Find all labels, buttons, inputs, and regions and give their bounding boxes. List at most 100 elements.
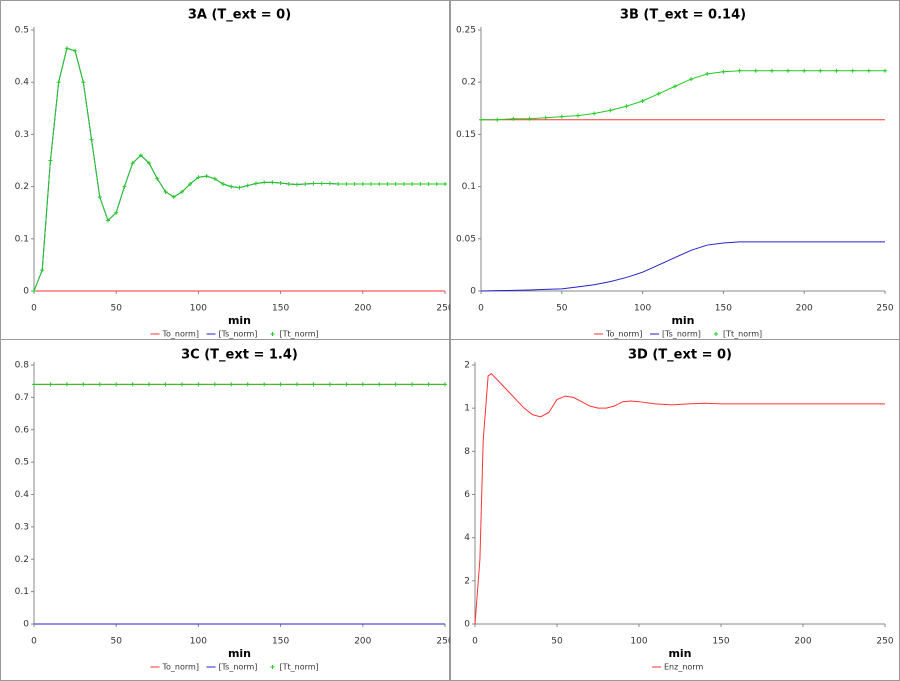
y-tick-label: 1 bbox=[464, 404, 470, 414]
point-marker bbox=[753, 68, 758, 73]
point-marker bbox=[130, 382, 135, 387]
point-marker bbox=[171, 195, 176, 200]
chart: 3D (T_ext = 0) 0 2 4 6 8 1 2 0 50 100 150 200 250 min E… bbox=[464, 348, 894, 672]
x-tick-label: 0 bbox=[31, 304, 37, 314]
point-marker bbox=[866, 68, 871, 73]
point-marker bbox=[393, 181, 398, 186]
y-tick-label: 0.2 bbox=[15, 182, 29, 192]
point-marker bbox=[270, 180, 275, 185]
point-marker bbox=[64, 382, 69, 387]
point-marker bbox=[834, 68, 839, 73]
x-tick-label: 50 bbox=[556, 304, 568, 314]
point-marker bbox=[212, 382, 217, 387]
point-marker bbox=[344, 181, 349, 186]
y-tick-label: 0.6 bbox=[15, 425, 30, 435]
x-tick-label: 150 bbox=[715, 304, 732, 314]
x-tick-label: 0 bbox=[472, 637, 478, 647]
y-tick-label: 2 bbox=[464, 361, 470, 371]
point-marker bbox=[802, 68, 807, 73]
point-marker bbox=[511, 116, 516, 121]
point-marker bbox=[377, 382, 382, 387]
point-marker bbox=[352, 181, 357, 186]
point-marker bbox=[311, 181, 316, 186]
y-tick-label: 0 bbox=[23, 287, 29, 297]
point-marker bbox=[543, 115, 548, 120]
chart: 3B (T_ext = 0.14) 0 0.05 0.1 0.15 0.2 0.25 0 50 1… bbox=[456, 8, 894, 339]
legend-label: [Tt_norm] bbox=[280, 663, 319, 672]
point-marker bbox=[114, 210, 119, 215]
point-marker bbox=[212, 176, 217, 181]
point-marker bbox=[319, 181, 324, 186]
point-marker bbox=[278, 382, 283, 387]
point-marker bbox=[81, 382, 86, 387]
divider bbox=[449, 0, 451, 681]
point-marker bbox=[640, 98, 645, 103]
y-tick-label: 0.1 bbox=[462, 182, 476, 192]
point-marker bbox=[360, 382, 365, 387]
point-marker bbox=[179, 382, 184, 387]
point-marker bbox=[434, 181, 439, 186]
point-marker bbox=[245, 183, 250, 188]
y-tick-label: 0.5 bbox=[15, 26, 29, 36]
point-marker bbox=[592, 111, 597, 116]
point-marker bbox=[401, 181, 406, 186]
point-marker bbox=[608, 108, 613, 113]
point-marker bbox=[229, 382, 234, 387]
y-tick-label: 8 bbox=[464, 447, 470, 457]
point-marker bbox=[479, 117, 483, 122]
y-tick-label: 0.3 bbox=[15, 130, 29, 140]
y-tick-label: 0 bbox=[470, 287, 476, 297]
y-tick-label: 0.2 bbox=[15, 555, 29, 565]
legend-label: [Ts_norm] bbox=[219, 663, 258, 672]
x-tick-label: 150 bbox=[712, 637, 729, 647]
legend-label: To_norm] bbox=[162, 330, 199, 339]
x-tick-label: 200 bbox=[354, 637, 371, 647]
point-marker bbox=[575, 113, 580, 118]
divider bbox=[0, 339, 900, 341]
y-tick-label: 0.25 bbox=[456, 26, 476, 36]
x-tick-label: 100 bbox=[190, 637, 207, 647]
point-marker bbox=[163, 382, 168, 387]
point-marker bbox=[850, 68, 855, 73]
point-marker bbox=[147, 382, 152, 387]
x-tick-label: 100 bbox=[634, 304, 651, 314]
chart: 3C (T_ext = 1.4) 0 0.1 0.2 0.3 0.4 0.5 0.6 0.7 0.… bbox=[15, 348, 450, 672]
y-tick-label: 6 bbox=[464, 490, 470, 500]
x-axis-label: min bbox=[228, 647, 251, 660]
y-tick-label: 0.1 bbox=[15, 587, 29, 597]
point-marker bbox=[559, 114, 564, 119]
x-tick-label: 250 bbox=[436, 304, 450, 314]
x-axis-label: min bbox=[228, 314, 251, 327]
point-marker bbox=[262, 382, 267, 387]
point-marker bbox=[527, 116, 532, 121]
x-tick-label: 150 bbox=[272, 637, 289, 647]
point-marker bbox=[303, 181, 308, 186]
point-marker bbox=[163, 189, 168, 194]
point-marker bbox=[114, 382, 119, 387]
x-tick-label: 50 bbox=[551, 637, 563, 647]
point-marker bbox=[48, 382, 53, 387]
chart-title: 3B (T_ext = 0.14) bbox=[620, 8, 746, 23]
point-marker bbox=[188, 181, 193, 186]
chart-title: 3C (T_ext = 1.4) bbox=[181, 348, 298, 363]
y-tick-label: 0.5 bbox=[15, 458, 29, 468]
legend-swatch bbox=[714, 332, 718, 336]
point-marker bbox=[147, 161, 152, 166]
chart-title: 3D (T_ext = 0) bbox=[628, 348, 732, 363]
y-tick-label: 0.2 bbox=[462, 78, 476, 88]
legend-label: [Tt_norm] bbox=[723, 330, 762, 339]
x-axis-label: min bbox=[668, 647, 691, 660]
point-marker bbox=[360, 181, 365, 186]
point-marker bbox=[73, 48, 78, 53]
point-marker bbox=[56, 80, 61, 85]
legend-swatch bbox=[270, 665, 275, 669]
x-tick-label: 250 bbox=[436, 637, 450, 647]
point-marker bbox=[311, 382, 316, 387]
point-marker bbox=[196, 175, 201, 180]
series-line bbox=[33, 47, 445, 292]
x-tick-label: 200 bbox=[796, 304, 813, 314]
y-tick-label: 0.4 bbox=[15, 490, 30, 500]
legend-swatch bbox=[270, 332, 275, 336]
point-marker bbox=[229, 184, 234, 189]
